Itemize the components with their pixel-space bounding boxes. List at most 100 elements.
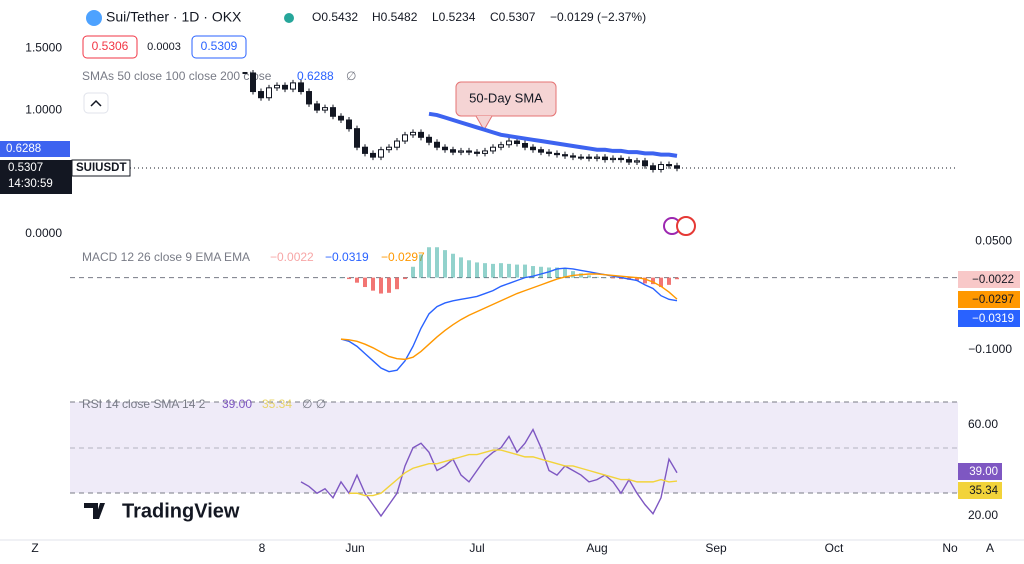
- macd-histogram-bar: [563, 268, 567, 278]
- candle: [666, 164, 672, 167]
- macd-histogram-bar: [603, 277, 607, 279]
- candle: [266, 87, 272, 99]
- ticker-tag: SUIUSDT: [76, 162, 126, 174]
- macd-tick-label: 0.0500: [975, 234, 1012, 248]
- candle: [538, 149, 544, 153]
- candle: [274, 84, 280, 89]
- close-tag: 0.5307: [8, 162, 43, 174]
- macd-tick-label: −0.1000: [968, 342, 1012, 356]
- macd-histogram-bar: [523, 264, 527, 278]
- sma-legend: SMAs 50 close 100 close 200 close: [82, 69, 272, 83]
- macd-histogram-bar: [515, 264, 519, 278]
- candle: [298, 82, 304, 93]
- candle: [642, 160, 648, 167]
- candle: [522, 143, 528, 148]
- macd-histogram-bar: [579, 273, 583, 278]
- candle: [370, 152, 376, 158]
- symbol-icon: [86, 10, 102, 26]
- candle: [514, 140, 520, 145]
- candle: [506, 140, 512, 146]
- candle: [490, 146, 496, 152]
- candle: [586, 156, 592, 159]
- rsi-sma-line: [349, 449, 678, 497]
- candle: [402, 134, 408, 142]
- rsi-value: 39.00: [222, 397, 252, 411]
- macd-line: [340, 267, 678, 373]
- candle: [338, 115, 344, 121]
- callout-text: 50-Day SMA: [469, 90, 543, 105]
- macd-histogram-bar: [395, 277, 399, 290]
- macd-legend: MACD 12 26 close 9 EMA EMA: [82, 250, 250, 264]
- change: −0.0129 (−2.37%): [550, 10, 646, 24]
- candle: [394, 140, 400, 148]
- rsi-tag: 39.00: [969, 466, 998, 478]
- macd-histogram-bar: [611, 277, 615, 279]
- macd-histogram-bar: [659, 277, 663, 288]
- candle: [410, 131, 416, 136]
- time-tick-label: Oct: [825, 541, 844, 555]
- macd-histogram-bar: [587, 275, 591, 278]
- candle: [594, 156, 600, 159]
- time-tick-label: Aug: [586, 541, 607, 555]
- time-tick-label: Jul: [469, 541, 484, 555]
- macd-signal-line: [340, 273, 678, 361]
- ask: 0.5309: [201, 39, 238, 53]
- candle: [354, 128, 360, 148]
- bid-box[interactable]: [82, 35, 138, 59]
- callout-box: [455, 81, 557, 117]
- ask-box[interactable]: [191, 35, 247, 59]
- candle: [466, 150, 472, 153]
- macd-histogram-bar: [619, 277, 623, 280]
- candle: [498, 144, 504, 148]
- event-flag[interactable]: [676, 216, 696, 236]
- macd-histogram-bar: [483, 263, 487, 278]
- hist-tag: −0.0022: [972, 274, 1014, 286]
- logo-icon: [84, 503, 105, 519]
- rsi-sma-tag: 35.34: [969, 485, 998, 497]
- macd-histogram-bar: [347, 277, 351, 280]
- bid: 0.5306: [92, 39, 129, 53]
- candle: [314, 103, 320, 111]
- candle: [306, 91, 312, 105]
- time-tick-label: A: [986, 541, 994, 555]
- signal-tag: −0.0297: [972, 294, 1014, 306]
- timer-tag: 14:30:59: [8, 178, 53, 190]
- price-tick-label: 1.5000: [25, 40, 62, 54]
- macd-histogram-bar: [411, 266, 415, 278]
- macd-histogram-bar: [539, 266, 543, 278]
- logo-text: TradingView: [122, 500, 240, 522]
- candle: [618, 157, 624, 161]
- candle: [250, 72, 256, 93]
- candle: [562, 154, 568, 157]
- rsi-tick-label: 60.00: [968, 417, 998, 431]
- price-tick-label: 1.0000: [25, 102, 62, 116]
- price-tick-label: 0.0000: [25, 226, 62, 240]
- sma-value: 0.6288: [297, 69, 334, 83]
- macd-histogram-bar: [379, 277, 383, 294]
- rsi-sma-value: 35.34: [262, 397, 292, 411]
- candle: [282, 84, 288, 90]
- sma-tag-box: [0, 141, 70, 157]
- candle: [418, 131, 424, 138]
- macd-histogram-bar: [595, 276, 599, 278]
- collapse-button[interactable]: [83, 92, 109, 114]
- signal-tag-box: [958, 291, 1020, 308]
- candle: [386, 146, 392, 151]
- macd-histogram-bar: [651, 277, 655, 285]
- macd-histogram-bar: [363, 277, 367, 288]
- candle: [426, 136, 432, 143]
- ticker-tag-box: [71, 159, 131, 177]
- candle: [658, 164, 664, 170]
- candle: [546, 151, 552, 154]
- candle: [378, 149, 384, 158]
- rsi-legend: RSI 14 close SMA 14 2: [82, 397, 206, 411]
- candle: [482, 150, 488, 154]
- ohlc-low: L0.5234: [432, 10, 476, 24]
- macd-histogram-bar: [459, 257, 463, 278]
- macd-histogram-bar: [507, 263, 511, 278]
- time-tick-label: Sep: [705, 541, 727, 555]
- candle: [458, 150, 464, 153]
- time-tick-label: 8: [259, 541, 266, 555]
- candle: [634, 160, 640, 163]
